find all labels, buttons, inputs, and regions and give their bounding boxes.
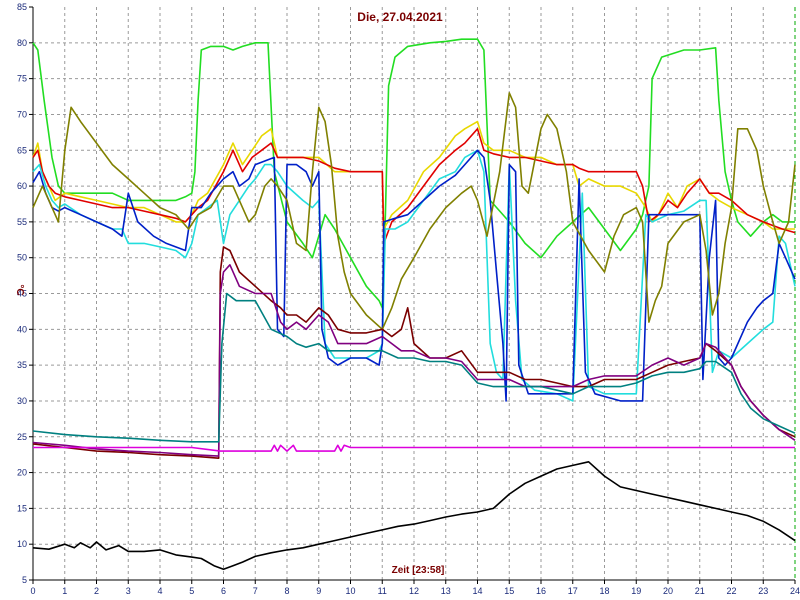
- series-line-11: [32, 461, 796, 571]
- x-axis-label: Zeit [23:58]: [392, 565, 445, 576]
- y-tick-label: 10: [17, 539, 27, 549]
- x-tick-label: 21: [695, 586, 705, 596]
- x-tick-label: 23: [758, 586, 768, 596]
- y-tick-label: 35: [17, 360, 27, 370]
- y-tick-label: 25: [17, 432, 27, 442]
- x-tick-label: 12: [409, 586, 419, 596]
- y-tick-label: 60: [17, 181, 27, 191]
- series-line-4: [32, 149, 796, 402]
- x-tick-label: 1: [62, 586, 67, 596]
- y-tick-label: 30: [17, 396, 27, 406]
- y-tick-label: 70: [17, 109, 27, 119]
- chart-title: Die, 27.04.2021: [357, 10, 443, 24]
- y-tick-label: 65: [17, 145, 27, 155]
- x-tick-label: 22: [726, 586, 736, 596]
- y-tick-label: 55: [17, 217, 27, 227]
- series-line-7: [32, 246, 796, 459]
- x-tick-label: 11: [378, 586, 387, 596]
- y-tick-label: 5: [22, 575, 27, 585]
- x-tick-label: 6: [221, 586, 226, 596]
- y-tick-label: 45: [17, 289, 27, 299]
- y-tick-label: 75: [17, 74, 27, 84]
- x-tick-label: 14: [472, 586, 482, 596]
- y-tick-label: 40: [17, 324, 27, 334]
- x-tick-label: 10: [345, 586, 355, 596]
- axes: [29, 6, 796, 584]
- x-tick-label: 15: [504, 586, 514, 596]
- y-axis-label: °C: [14, 284, 25, 295]
- series-line-6: [32, 92, 796, 331]
- x-tick-label: 7: [253, 586, 258, 596]
- x-tick-label: 2: [94, 586, 99, 596]
- series-line-1: [32, 38, 795, 309]
- y-tick-label: 80: [17, 38, 27, 48]
- x-tick-label: 3: [126, 586, 131, 596]
- series-group: [32, 38, 796, 571]
- y-tick-label: 50: [17, 253, 27, 263]
- grid: [33, 7, 795, 580]
- x-tick-label: 5: [189, 586, 194, 596]
- x-tick-label: 19: [631, 586, 641, 596]
- x-tick-label: 24: [790, 586, 800, 596]
- tick-labels: 0 1 2 3 4 5 6 7 8 9 10 11 12 13 14 15 16 17 18 19 20 21 22 23 24…: [17, 2, 800, 596]
- x-tick-label: 4: [157, 586, 162, 596]
- series-line-5: [32, 149, 796, 402]
- x-tick-label: 16: [536, 586, 546, 596]
- x-tick-label: 9: [316, 586, 321, 596]
- series-line-9: [32, 292, 796, 443]
- y-tick-label: 85: [17, 2, 27, 12]
- x-tick-label: 20: [663, 586, 673, 596]
- y-tick-label: 20: [17, 468, 27, 478]
- y-tick-label: 15: [17, 503, 27, 513]
- series-line-10: [33, 444, 795, 452]
- series-line-8: [32, 264, 796, 457]
- x-tick-label: 0: [30, 586, 35, 596]
- x-tick-label: 18: [599, 586, 609, 596]
- x-tick-label: 13: [441, 586, 451, 596]
- x-tick-label: 8: [284, 586, 289, 596]
- x-tick-label: 17: [568, 586, 578, 596]
- series-line-3: [32, 128, 796, 245]
